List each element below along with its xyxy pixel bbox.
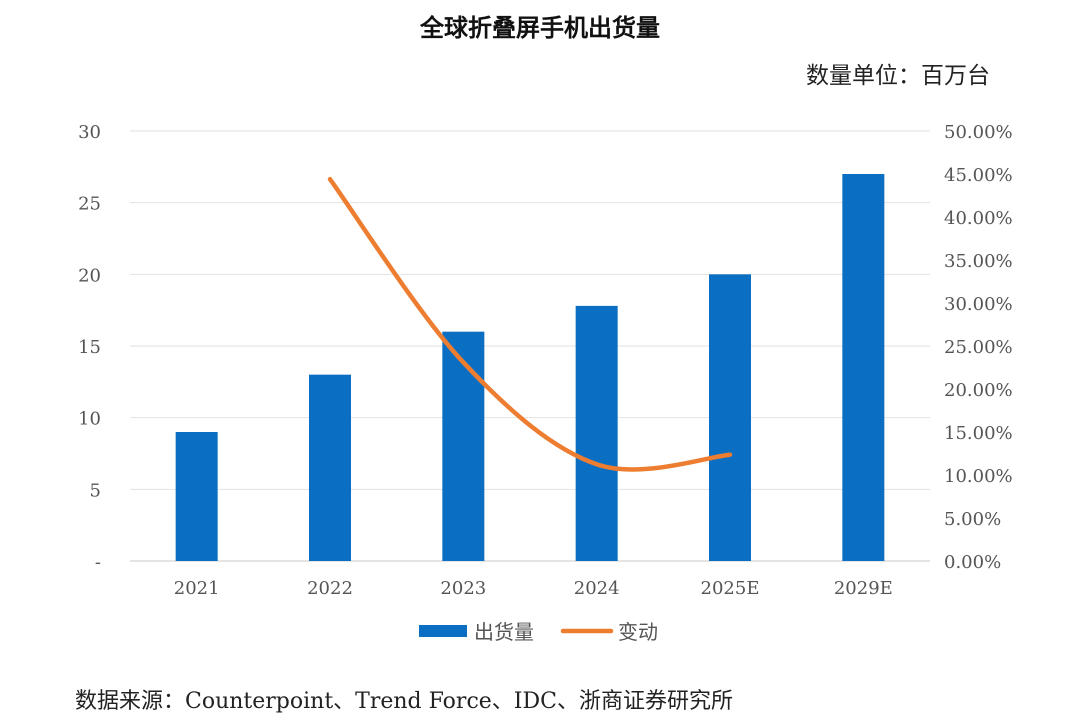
y-right-tick-label: 30.00% xyxy=(944,294,1013,315)
bar xyxy=(842,174,885,561)
x-tick-label: 2029E xyxy=(834,578,893,599)
y-left-tick-label: 20 xyxy=(78,265,101,286)
y-right-tick-label: 20.00% xyxy=(944,380,1013,401)
legend-swatch-shipments xyxy=(419,625,467,637)
y-left-tick-label: 5 xyxy=(90,480,101,501)
bar xyxy=(575,305,618,561)
legend-label-shipments: 出货量 xyxy=(474,620,534,644)
bar xyxy=(309,374,351,561)
y-right-tick-label: 40.00% xyxy=(944,208,1013,229)
y-right-tick-label: 15.00% xyxy=(944,423,1013,444)
y-left-tick-label: 30 xyxy=(78,122,101,143)
bar xyxy=(175,432,218,561)
x-tick-label: 2022 xyxy=(307,578,353,599)
legend-label-change: 变动 xyxy=(618,620,658,644)
x-tick-label: 2024 xyxy=(574,578,620,599)
y-right-tick-label: 5.00% xyxy=(944,509,1001,530)
y-left-tick-label: 15 xyxy=(78,337,101,358)
unit-label: 数量单位：百万台 xyxy=(806,63,990,89)
y-right-tick-label: 0.00% xyxy=(944,552,1001,573)
bar xyxy=(442,331,485,561)
y-right-tick-label: 45.00% xyxy=(944,165,1013,186)
source-label: 数据来源：Counterpoint、Trend Force、IDC、浙商证券研究… xyxy=(75,689,733,714)
y-right-tick-label: 50.00% xyxy=(944,122,1013,143)
x-tick-label: 2023 xyxy=(440,578,486,599)
x-tick-label: 2025E xyxy=(701,578,760,599)
y-left-tick-label: - xyxy=(95,552,101,573)
y-right-tick-label: 10.00% xyxy=(944,466,1013,487)
y-left-tick-label: 25 xyxy=(78,194,101,215)
chart-title: 全球折叠屏手机出货量 xyxy=(420,14,660,42)
y-left-tick-label: 10 xyxy=(78,409,101,430)
change-series-line xyxy=(327,176,733,472)
x-tick-label: 2021 xyxy=(174,578,220,599)
y-right-tick-label: 25.00% xyxy=(944,337,1013,358)
bar xyxy=(709,274,751,561)
y-right-tick-label: 35.00% xyxy=(944,251,1013,272)
